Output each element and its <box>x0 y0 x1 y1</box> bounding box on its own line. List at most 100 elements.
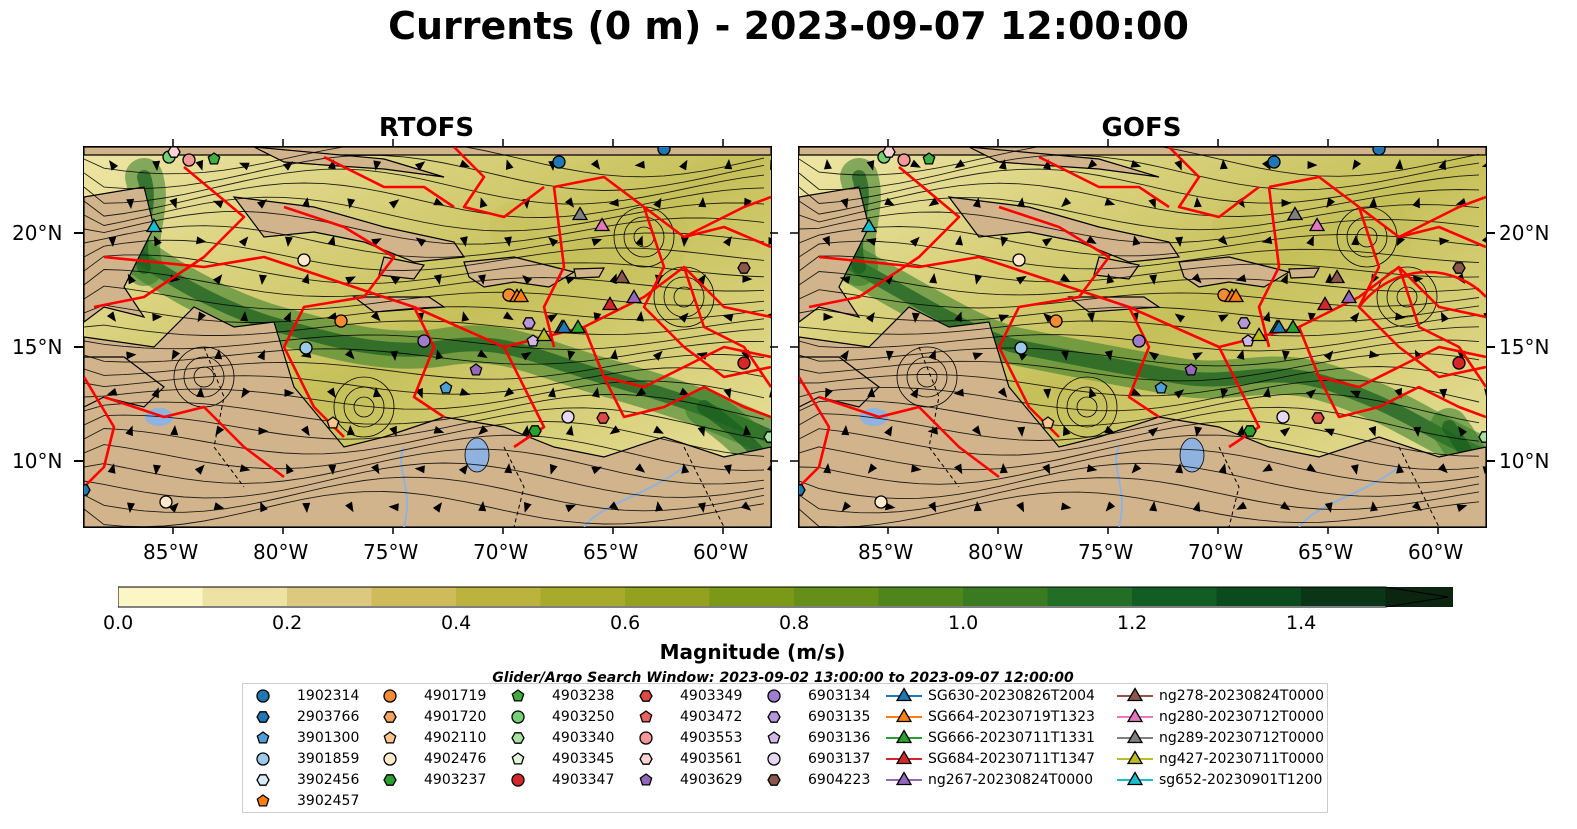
pentagon-icon <box>256 731 270 744</box>
argo-float-marker <box>874 495 888 509</box>
flow-arrow <box>433 426 445 434</box>
flow-arrow <box>1193 197 1202 208</box>
flow-arrow <box>212 200 224 209</box>
flow-arrow <box>1043 388 1052 399</box>
flow-arrow <box>911 464 922 473</box>
glider-marker <box>1328 269 1346 284</box>
flow-arrow <box>153 464 161 475</box>
glider-marker <box>1286 206 1304 221</box>
flow-arrow <box>954 311 962 323</box>
flow-arrow <box>389 425 397 437</box>
river <box>1298 466 1400 527</box>
circle-icon <box>767 689 781 703</box>
flow-arrow <box>548 387 556 398</box>
flow-arrow <box>823 463 832 474</box>
landmass <box>573 267 606 279</box>
legend-marker <box>383 731 397 744</box>
flow-arrow <box>884 425 893 437</box>
flow-arrow <box>415 237 427 247</box>
glider-marker <box>860 218 878 233</box>
lon-tick-label: 80°W <box>253 540 309 564</box>
flow-arrow <box>653 425 664 434</box>
eddy-streamline <box>896 346 958 408</box>
argo-float-marker <box>469 363 483 376</box>
argo-float-marker <box>1267 155 1281 169</box>
eddy <box>1377 267 1437 327</box>
flow-arrow <box>1305 389 1317 399</box>
lat-tick-label: 15°N <box>12 335 63 359</box>
legend-label: sg652-20230901T1200 <box>1159 772 1323 788</box>
flow-arrow <box>768 237 771 245</box>
legend-label: ng427-20230711T0000 <box>1159 751 1324 767</box>
legend-label: SG630-20230826T2004 <box>928 688 1095 704</box>
eez-boundary <box>412 306 445 419</box>
flow-arrow <box>911 312 920 323</box>
hexagon-icon <box>383 774 397 786</box>
flow-arrow <box>215 425 225 436</box>
legend-marker <box>1126 750 1144 765</box>
argo-float-marker <box>596 412 610 424</box>
flow-arrow <box>327 387 336 398</box>
flow-arrow <box>170 425 179 436</box>
flow-arrow <box>1043 313 1054 323</box>
flow-arrow <box>910 159 921 168</box>
colorbar-segment <box>794 587 879 606</box>
flow-arrow <box>973 501 982 512</box>
streamline <box>799 448 1480 485</box>
eddy <box>489 202 539 252</box>
flow-arrow <box>390 350 398 361</box>
flow-arrow <box>634 160 645 169</box>
streamline <box>84 448 765 485</box>
triangle-icon <box>1117 708 1153 723</box>
glider-marker <box>1227 288 1245 303</box>
eddy-streamline <box>1056 376 1118 438</box>
flow-arrow <box>195 160 204 171</box>
flow-arrow <box>240 311 249 322</box>
eez-boundary <box>1318 345 1486 389</box>
colorbar-tick-label: 0.4 <box>441 612 472 634</box>
flow-arrow <box>998 159 1007 170</box>
colorbar-extend-arrow <box>1385 587 1453 607</box>
flow-arrow <box>883 274 894 285</box>
flow-arrow <box>998 314 1010 323</box>
legend-marker <box>1126 687 1144 702</box>
flow-arrow <box>151 387 159 399</box>
landmass <box>799 147 1486 156</box>
streamline <box>799 406 1480 442</box>
colorbar-segment <box>371 587 457 606</box>
flow-arrow <box>196 236 207 245</box>
landmass <box>84 186 155 323</box>
eddy <box>599 192 689 282</box>
flow-arrow <box>1235 274 1247 282</box>
legend-marker <box>256 794 270 807</box>
legend-marker <box>256 774 270 786</box>
pentagon-icon <box>256 794 270 807</box>
glider-marker <box>625 289 643 304</box>
flow-arrow <box>1262 311 1271 322</box>
eez-boundary <box>1038 155 1170 209</box>
colorbar-segment <box>709 587 795 606</box>
flow-arrow <box>1481 163 1486 168</box>
flow-arrow <box>126 351 137 360</box>
triangle-icon <box>886 729 922 744</box>
circle-icon <box>639 731 653 745</box>
flow-arrow <box>1279 427 1291 437</box>
flow-arrow <box>153 235 162 247</box>
flow-arrow <box>608 501 620 511</box>
flow-arrow <box>504 387 515 398</box>
argo-float-marker <box>299 341 313 355</box>
lon-tick-label: 85°W <box>858 540 914 564</box>
eez-boundary <box>818 395 1000 479</box>
flow-arrow <box>866 312 875 323</box>
lake <box>464 437 490 473</box>
flow-arrow <box>1062 425 1071 436</box>
colorbar-segment <box>202 587 288 606</box>
streamline <box>84 393 765 425</box>
colorbar-tick-label: 0.8 <box>779 612 810 634</box>
eddy-streamline <box>1076 396 1098 418</box>
flow-arrow <box>885 350 894 361</box>
legend-label: 4902110 <box>424 730 487 746</box>
eddy-streamline <box>623 216 665 258</box>
flow-arrow <box>283 311 291 323</box>
circle-icon <box>256 752 270 766</box>
